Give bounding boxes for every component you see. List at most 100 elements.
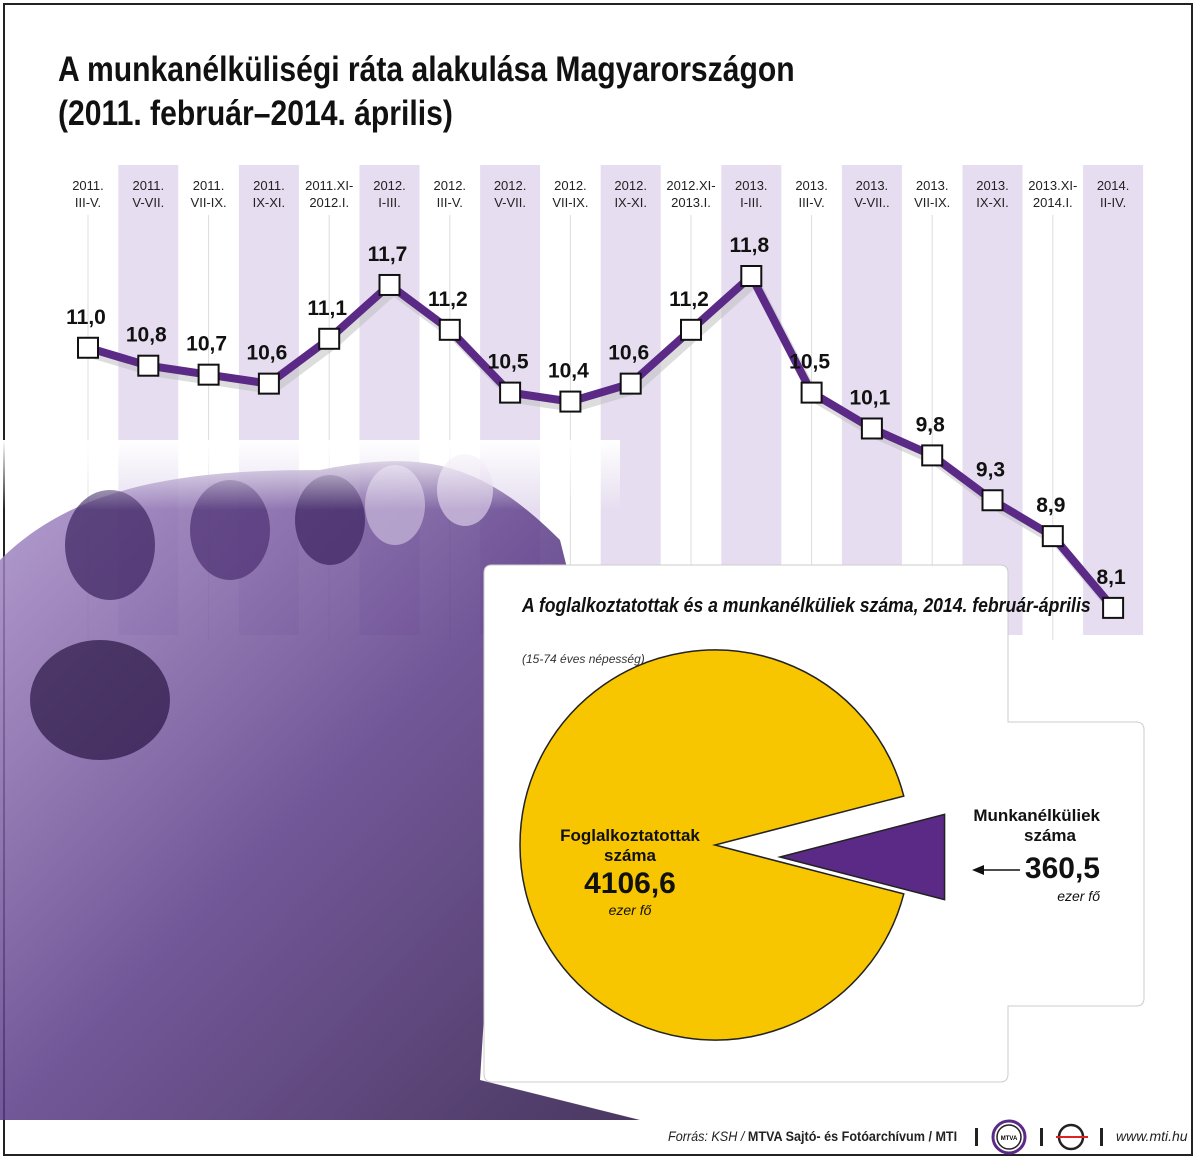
data-label: 9,3 (976, 458, 1005, 481)
x-tick-label: 2012.XI- (666, 178, 715, 193)
period-stripe (841, 165, 902, 635)
x-tick-label: 2014.I. (1033, 195, 1073, 210)
chart-title: A munkanélküliségi ráta alakulása Magyar… (58, 48, 795, 136)
unemployed-name-2: száma (1024, 826, 1076, 845)
pie-slice-employed (519, 649, 905, 1041)
x-tick-label: 2011. (72, 178, 104, 193)
data-label: 11,7 (368, 243, 408, 266)
employed-unit: ezer fő (608, 902, 652, 918)
unemployed-value: 360,5 (1024, 852, 1100, 885)
x-tick-label: III-V. (437, 195, 463, 210)
x-tick-label: 2013. (916, 178, 949, 193)
data-label: 10,6 (246, 342, 287, 365)
source-prefix: Forrás: KSH / (668, 1128, 748, 1144)
x-tick-label: V-VII.. (854, 195, 889, 210)
x-tick-label: 2011.XI- (305, 178, 353, 193)
x-tick-label: I-III. (378, 195, 400, 210)
x-tick-label: 2012. (614, 178, 647, 193)
data-label: 11,1 (307, 297, 347, 320)
x-tick-label: 2013. (976, 178, 1009, 193)
x-tick-label: VII-IX. (914, 195, 950, 210)
data-point (619, 372, 642, 395)
x-tick-label: VII-IX. (191, 195, 227, 210)
pie-subtitle: (15-74 éves népesség) (522, 652, 645, 666)
unemployed-unit: ezer fő (1057, 888, 1100, 904)
x-tick-label: 2012. (494, 178, 527, 193)
data-point (740, 265, 763, 287)
x-tick-label: 2014. (1097, 178, 1130, 193)
x-tick-label: 2011. (253, 178, 285, 193)
data-point (680, 318, 702, 341)
employed-name: Foglalkoztatottak (560, 826, 700, 845)
data-point (197, 363, 220, 386)
x-tick-label: IX-XI. (614, 195, 647, 210)
employed-label: Foglalkoztatottak száma 4106,6 ezer fő (540, 826, 720, 918)
period-stripe (962, 165, 1023, 635)
x-tick-label: 2012.I. (309, 195, 349, 210)
data-point (559, 390, 582, 413)
data-point (77, 336, 99, 359)
title-line-1: A munkanélküliségi ráta alakulása Magyar… (58, 50, 795, 89)
data-point (378, 273, 401, 296)
x-tick-label: I-III. (740, 195, 762, 210)
data-label: 11,2 (428, 288, 468, 311)
data-point (499, 381, 522, 404)
data-label: 11,8 (729, 234, 769, 257)
unemployed-name: Munkanélküliek (973, 806, 1100, 825)
data-point (1041, 525, 1064, 548)
x-tick-label: IX-XI. (976, 195, 1009, 210)
data-label: 10,1 (849, 386, 890, 409)
x-tick-label: V-VII. (494, 195, 526, 210)
data-point (860, 417, 883, 440)
x-tick-label: III-V. (75, 195, 101, 210)
data-label: 10,5 (789, 351, 830, 374)
x-tick-label: 2011. (133, 178, 165, 193)
data-point (257, 372, 280, 395)
data-point (318, 327, 341, 350)
pie-slice-unemployed (777, 813, 946, 901)
data-point (137, 354, 160, 377)
line-chart: 2011. III-V. 2011. V-VII. 2011. VII-IX. 2011. I… (66, 178, 1130, 619)
title-line-2: (2011. február–2014. április) (58, 94, 453, 133)
x-tick-label: 2013.I. (671, 195, 711, 210)
x-tick-label: 2012. (434, 178, 467, 193)
x-tick-label: 2013. (856, 178, 889, 193)
x-tick-label: VII-IX. (552, 195, 588, 210)
data-point (800, 381, 823, 404)
data-label: 8,9 (1036, 494, 1065, 517)
x-tick-label: 2012. (554, 178, 587, 193)
website-url: www.mti.hu (1116, 1128, 1188, 1144)
source-credit: MTVA Sajtó- és Fotóarchívum / MTI (747, 1128, 958, 1144)
x-tick-label: III-V. (798, 195, 824, 210)
x-tick-label: IX-XI. (253, 195, 286, 210)
x-tick-label: 2012. (373, 178, 406, 193)
data-point (438, 318, 461, 341)
data-label: 8,1 (1096, 566, 1126, 589)
data-label: 11,0 (66, 306, 106, 329)
data-point (1102, 596, 1125, 619)
employed-value: 4106,6 (584, 867, 676, 900)
arrow-head-icon (972, 865, 984, 875)
x-tick-label: 2013. (795, 178, 828, 193)
period-stripe (721, 165, 782, 635)
pie-title: A foglalkoztatottak és a munkanélküliek … (522, 595, 1091, 617)
data-label: 10,8 (126, 324, 167, 347)
data-label: 11,2 (669, 288, 709, 311)
data-label: 10,6 (608, 342, 649, 365)
data-label: 9,8 (916, 413, 946, 436)
data-label: 10,5 (488, 351, 529, 374)
employed-name-2: száma (604, 846, 656, 865)
data-point (981, 489, 1004, 512)
x-tick-label: 2013. (735, 178, 768, 193)
unemployed-label: Munkanélküliek száma 360,5 ezer fő (960, 806, 1100, 904)
x-tick-label: II-IV. (1100, 195, 1126, 210)
x-tick-label: 2011. (193, 178, 225, 193)
source-footer: Forrás: KSH / MTVA Sajtó- és Fotóarchívu… (668, 1128, 957, 1144)
period-stripe (1083, 165, 1144, 635)
x-tick-label: 2013.XI- (1028, 178, 1077, 193)
data-label: 10,7 (186, 333, 227, 356)
data-point (921, 444, 944, 467)
x-tick-label: V-VII. (132, 195, 164, 210)
